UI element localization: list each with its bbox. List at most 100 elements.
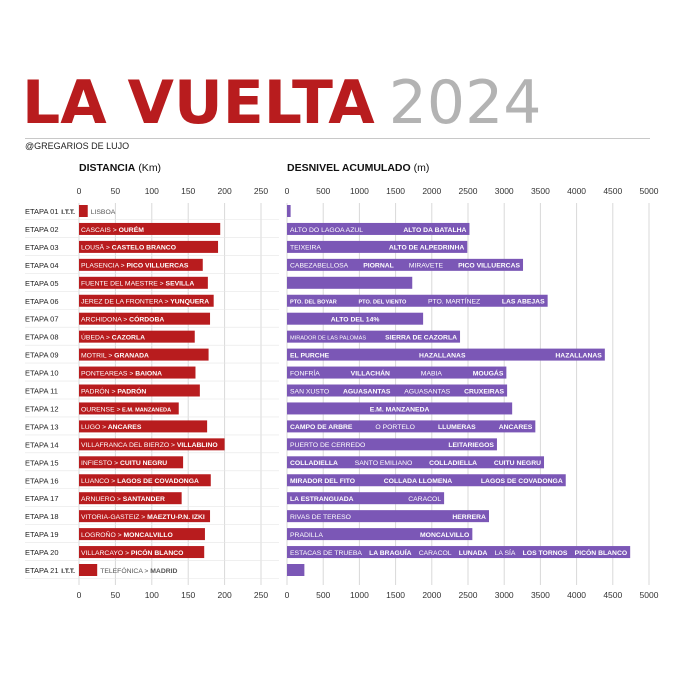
route-segment: SEVILLA bbox=[164, 281, 195, 288]
title-year: 2024 bbox=[388, 68, 542, 138]
climb-label: CRUXEIRAS bbox=[464, 388, 504, 395]
distance-tick-label-top: 50 bbox=[111, 186, 121, 196]
distance-route-label: LUGO > ANCARES bbox=[81, 424, 142, 431]
climb-label: CABEZABELLOSA bbox=[290, 263, 349, 270]
route-segment: PADRÓN bbox=[115, 386, 146, 395]
distance-title-text: DISTANCIA bbox=[79, 162, 136, 174]
route-segment: INFIESTO bbox=[81, 460, 112, 467]
climb-label: MIRADOR DEL FITO bbox=[290, 478, 355, 485]
climb-label: AGUASANTAS bbox=[404, 388, 450, 395]
distance-tick-label-bottom: 150 bbox=[181, 590, 195, 600]
route-segment: > bbox=[119, 263, 125, 270]
distance-bar bbox=[79, 276, 208, 289]
climb-label: PICÓN BLANCO bbox=[575, 548, 628, 557]
climb-label: CUITU NEGRU bbox=[494, 460, 541, 467]
distance-route-label: ARNUERO > SANTANDER bbox=[81, 496, 165, 503]
elevation-bar bbox=[287, 528, 473, 541]
distance-route-label: ARCHIDONA > CÓRDOBA bbox=[81, 315, 164, 324]
climb-label: PTO. DEL VIENTO bbox=[358, 300, 407, 306]
route-segment: PADRÓN bbox=[81, 386, 110, 395]
distance-bar bbox=[79, 492, 182, 505]
elevation-bar bbox=[287, 330, 461, 343]
elevation-tick-label-bottom: 4000 bbox=[567, 590, 586, 600]
distance-tick-label-top: 200 bbox=[218, 186, 232, 196]
stage-label: ETAPA 18 bbox=[25, 512, 59, 521]
climb-label: HAZALLANAS bbox=[555, 352, 602, 359]
stage-label: ETAPA 08 bbox=[25, 333, 59, 342]
distance-route-label: CASCAIS > OURÉM bbox=[81, 225, 144, 234]
climb-label: HERRERA bbox=[452, 514, 486, 521]
elevation-climbs-label: ESTACAS DE TRUEBA LA BRAGUÍA CARACOL LUNADA… bbox=[290, 548, 627, 557]
route-segment: YUNQUERA bbox=[168, 299, 209, 306]
climb-label: PTO. MARTÍNEZ bbox=[428, 297, 480, 306]
climb-label: LAGOS DE COVADONGA bbox=[481, 478, 563, 485]
route-segment: VILLAFRANCA DEL BIERZO bbox=[81, 442, 169, 449]
climb-label: PTO. DEL BOYAR bbox=[290, 300, 337, 306]
distance-bar bbox=[79, 330, 195, 343]
route-segment: > bbox=[169, 442, 175, 449]
elevation-tick-label-top: 1500 bbox=[386, 186, 405, 196]
distance-tick-label-top: 150 bbox=[181, 186, 195, 196]
elevation-climbs-label: CABEZABELLOSA PIORNAL MIRAVETE PICO VILLUER… bbox=[290, 263, 520, 270]
route-segment: VILLARCAYO bbox=[81, 550, 123, 557]
distance-bar bbox=[79, 564, 98, 576]
elevation-tick-label-top: 2500 bbox=[459, 186, 478, 196]
route-segment: > bbox=[115, 406, 121, 413]
elevation-bar bbox=[287, 492, 445, 505]
distance-bar bbox=[79, 456, 184, 469]
stage-label: ETAPA 10 bbox=[25, 369, 59, 378]
elevation-climbs-label: CAMPO DE ARBRE O PORTELO LLUMERAS ANCARES bbox=[290, 424, 533, 431]
distance-bar bbox=[79, 546, 205, 559]
distance-bar bbox=[79, 258, 203, 271]
route-segment: CÓRDOBA bbox=[127, 315, 164, 324]
stage-label: ETAPA 09 bbox=[25, 351, 59, 360]
elevation-tick-label-top: 4000 bbox=[567, 186, 586, 196]
elevation-tick-label-bottom: 2000 bbox=[422, 590, 441, 600]
climb-label: CAMPO DE ARBRE bbox=[290, 424, 353, 431]
climb-label: LA ESTRANGUADA bbox=[290, 496, 354, 503]
route-segment: LAGOS DE COVADONGA bbox=[115, 478, 199, 485]
route-segment: ARCHIDONA bbox=[81, 317, 122, 324]
elevation-bar bbox=[287, 240, 468, 253]
climb-label: MABIA bbox=[421, 370, 443, 377]
climb-label: MONCALVILLO bbox=[420, 532, 469, 539]
route-segment: > bbox=[106, 352, 112, 359]
elevation-tick-label-bottom: 2500 bbox=[459, 590, 478, 600]
climb-label: MOUGÁS bbox=[473, 368, 504, 377]
distance-bar bbox=[79, 294, 214, 307]
elevation-tick-label-bottom: 3500 bbox=[531, 590, 550, 600]
distance-tick-label-bottom: 0 bbox=[77, 590, 82, 600]
elevation-tick-label-top: 4500 bbox=[603, 186, 622, 196]
route-segment: CASTELO BRANCO bbox=[110, 245, 176, 252]
route-segment: > bbox=[127, 370, 133, 377]
route-segment: PLASENCIA bbox=[81, 263, 120, 270]
route-segment: LOUSÃ bbox=[81, 243, 105, 252]
route-segment: JEREZ DE LA FRONTERA bbox=[81, 299, 163, 306]
climb-label: ANCARES bbox=[499, 424, 533, 431]
route-segment: ÚBEDA bbox=[81, 332, 105, 341]
stage-label: ETAPA 16 bbox=[25, 476, 59, 485]
elevation-bar bbox=[287, 438, 497, 451]
elevation-climbs-label: RIVAS DE TERESO HERRERA bbox=[290, 514, 486, 521]
route-segment: PICÓN BLANCO bbox=[129, 548, 183, 557]
elevation-unit: (m) bbox=[413, 162, 430, 174]
route-segment: OURENSE bbox=[81, 406, 115, 413]
page-title: LA VUELTA 2024 bbox=[22, 72, 541, 134]
route-segment: CAZORLA bbox=[110, 334, 145, 341]
distance-tick-label-top: 0 bbox=[77, 186, 82, 196]
distance-tick-label-top: 100 bbox=[145, 186, 159, 196]
elevation-bar bbox=[287, 205, 291, 217]
elevation-climbs-label: MIRADOR DEL FITO COLLADA LLOMENA LAGOS DE … bbox=[290, 478, 563, 485]
elevation-climbs-label: EL PURCHE HAZALLANAS HAZALLANAS bbox=[290, 352, 602, 359]
route-segment: > bbox=[110, 388, 116, 395]
distance-route-label: VITORIA-GASTEIZ > MAEZTU-P.N. IZKI bbox=[81, 514, 205, 521]
itt-badge: I.T.T. bbox=[61, 209, 75, 216]
elevation-climbs-label: PTO. DEL BOYAR PTO. DEL VIENTO PTO. MARTÍN… bbox=[290, 297, 545, 306]
stage-label: ETAPA 04 bbox=[25, 261, 59, 270]
distance-bar bbox=[79, 348, 209, 361]
elevation-bar bbox=[287, 384, 508, 397]
distance-tick-label-bottom: 100 bbox=[145, 590, 159, 600]
elevation-tick-label-bottom: 5000 bbox=[640, 590, 659, 600]
elevation-bar bbox=[287, 366, 507, 379]
